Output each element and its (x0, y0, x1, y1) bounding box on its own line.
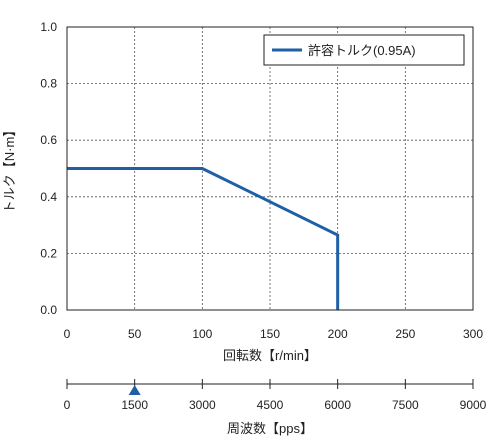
legend: 許容トルク(0.95A) (263, 34, 465, 66)
y-tick-label: 0.8 (40, 77, 57, 91)
frequency-axis-title: 周波数【pps】 (227, 421, 313, 436)
y-tick-label: 0.2 (40, 246, 57, 260)
frequency-axis-ticks (66, 379, 474, 389)
frequency-tick-label: 7500 (392, 398, 419, 412)
y-axis-title: トルク【N·m】 (2, 124, 17, 214)
y-tick-label: 1.0 (40, 20, 57, 34)
x-tick-label: 100 (192, 327, 212, 341)
frequency-tick-label: 6000 (324, 398, 351, 412)
x-tick-labels: 0 50 100 150 200 250 300 (64, 327, 484, 341)
frequency-tick-label: 1500 (121, 398, 148, 412)
x-axis-title: 回転数【r/min】 (223, 348, 317, 363)
x-tick-label: 150 (260, 327, 280, 341)
frequency-tick-label: 3000 (189, 398, 216, 412)
frequency-axis: 0 1500 3000 4500 6000 7500 9000 (64, 379, 487, 412)
y-tick-label: 0.0 (40, 303, 57, 317)
y-tick-label: 0.4 (40, 190, 57, 204)
plot-frame (66, 26, 474, 311)
frequency-marker-triangle (128, 385, 141, 395)
frequency-tick-labels: 0 1500 3000 4500 6000 7500 9000 (64, 398, 487, 412)
x-tick-label: 0 (64, 327, 71, 341)
legend-label: 許容トルク(0.95A) (308, 43, 416, 58)
x-tick-label: 300 (463, 327, 483, 341)
series-line (67, 167, 340, 310)
y-tick-labels: 0.0 0.2 0.4 0.6 0.8 1.0 (40, 20, 57, 317)
x-tick-label: 250 (395, 327, 415, 341)
series-layer (67, 167, 340, 310)
frequency-tick-label: 4500 (257, 398, 284, 412)
y-tick-label: 0.6 (40, 133, 57, 147)
frequency-tick-label: 9000 (460, 398, 487, 412)
x-tick-label: 50 (128, 327, 142, 341)
x-tick-label: 200 (328, 327, 348, 341)
frequency-tick-label: 0 (64, 398, 71, 412)
